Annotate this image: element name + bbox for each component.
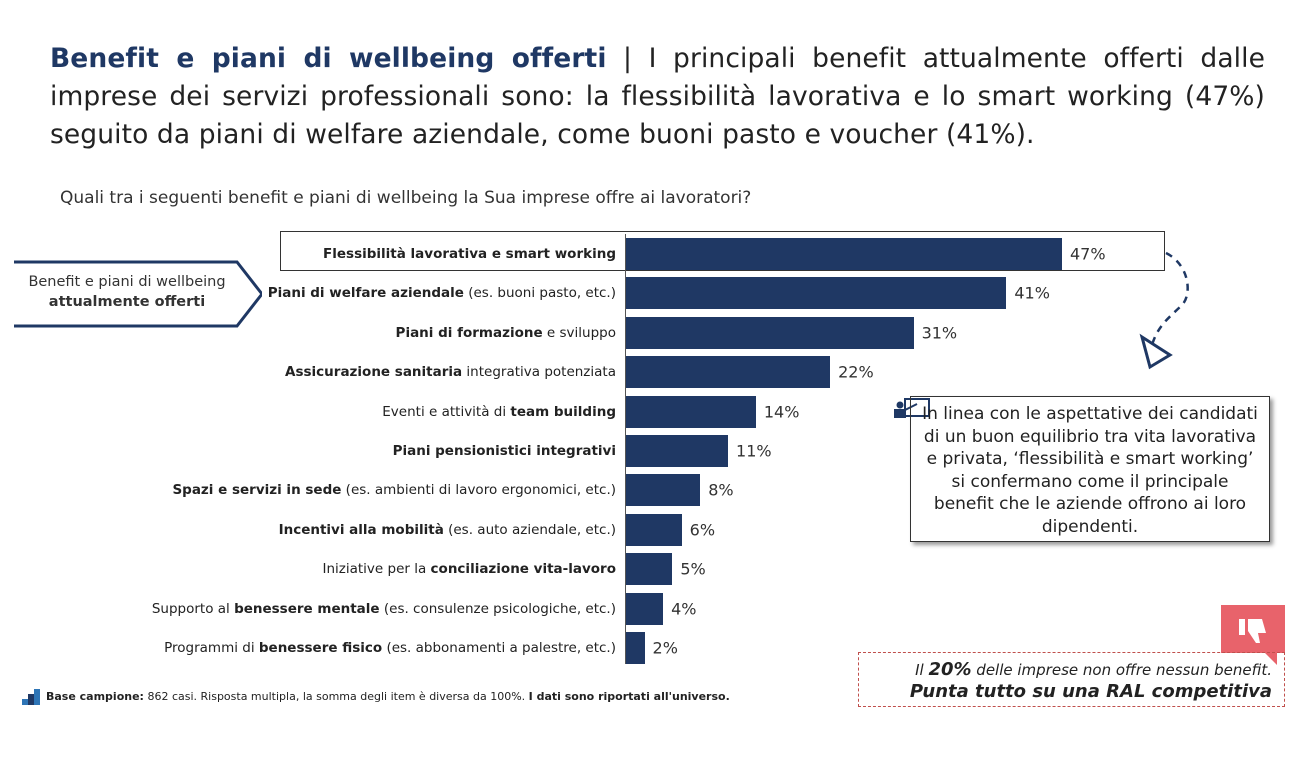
side-tag-line1: Benefit e piani di wellbeing [28,274,226,290]
thumbs-down-icon [1221,605,1285,665]
category-label-bold: Piani di welfare aziendale [267,285,464,302]
bar [626,474,701,507]
category-label-post: (es. abbonamenti a palestre, etc.) [382,640,616,656]
category-label: Assicurazione sanitaria integrativa pote… [285,364,616,380]
category-label: Piani pensionistici integrativi [393,443,616,459]
value-label: 6% [689,520,716,540]
survey-question: Quali tra i seguenti benefit e piani di … [60,188,752,208]
category-label: Piani di formazione e sviluppo [396,325,616,341]
category-label: Iniziative per la conciliazione vita-lav… [322,561,616,577]
category-label-post: (es. auto aziendale, etc.) [443,521,616,538]
presentation-icon [894,398,930,418]
footer-bold2: I dati sono riportati all'universo. [528,690,730,703]
category-label-bold: Incentivi alla mobilità [278,521,444,538]
value-label: 5% [680,559,706,579]
category-label-post: (es. buoni pasto, etc.) [463,285,616,302]
category-label-post: e sviluppo [542,324,616,341]
bar [626,356,831,389]
bar [626,277,1007,310]
category-label: Supporto al benessere mentale (es. consu… [152,601,616,617]
category-label: Spazi e servizi in sede (es. ambienti di… [172,482,616,498]
category-label-pre: Programmi di [164,640,259,656]
value-label: 31% [921,323,958,343]
category-label-bold: Spazi e servizi in sede [172,482,342,499]
category-label-pre: Eventi e attività di [382,403,511,420]
title-bold: Benefit e piani di wellbeing offerti [50,43,607,74]
footer-note: Base campione: 862 casi. Risposta multip… [20,689,730,705]
note-percent: 20% [928,659,972,680]
stairs-icon [22,689,40,705]
footer-text: 862 casi. Risposta multipla, la somma de… [143,690,529,703]
category-label-bold: Piani di formazione [395,324,543,341]
category-label: Eventi e attività di team building [382,404,616,420]
footer-bold1: Base campione: [46,690,144,703]
category-label-post: (es. consulenze psicologiche, etc.) [379,600,616,617]
slide-title: Benefit e piani di wellbeing offerti | I… [50,40,1265,154]
category-label-bold: Piani pensionistici integrativi [392,443,616,459]
bar [626,632,645,664]
value-label: 47% [1070,244,1106,264]
bar [626,592,664,625]
value-label: 11% [736,441,772,461]
category-label-bold: conciliazione vita-lavoro [430,561,616,578]
insight-callout: In linea con le aspettative dei candidat… [910,396,1270,542]
note-post: delle imprese non offre nessun benefit. [971,661,1272,679]
category-label-bold: team building [510,403,616,420]
top-item-highlight [280,231,1165,271]
category-label-post: (es. ambienti di lavoro ergonomici, etc.… [341,482,616,499]
value-label: 2% [652,638,678,658]
category-label: Programmi di benessere fisico (es. abbon… [164,640,616,656]
chevron-tag-shape [14,260,262,328]
side-tag-line2: attualmente offerti [48,294,206,310]
category-label-bold: benessere fisico [258,640,383,656]
axis-line [625,234,626,664]
note-line2: Punta tutto su una RAL competitiva [909,681,1272,702]
bar [626,316,914,349]
category-label-bold: Assicurazione sanitaria [285,364,463,381]
category-label-bold: Flessibilità lavorativa e smart working [323,246,616,262]
bar [626,238,1062,270]
category-label: Incentivi alla mobilità (es. auto aziend… [279,522,616,538]
value-label: 14% [763,402,800,422]
value-label: 4% [671,599,697,619]
bar [626,395,756,428]
bar [626,513,682,546]
note-pre: Il [915,661,929,679]
bar [626,435,729,467]
category-label: Piani di welfare aziendale (es. buoni pa… [268,285,616,301]
value-label: 41% [1014,283,1050,303]
category-label-pre: Iniziative per la [322,561,431,578]
category-label-pre: Supporto al [151,600,235,617]
bar [626,553,673,586]
category-label-post: integrativa potenziata [462,364,616,381]
side-tag: Benefit e piani di wellbeing attualmente … [12,260,262,328]
value-label: 22% [838,362,874,382]
title-rest: | I principali benefit attualmente offer… [50,43,1266,150]
dashed-arrow-icon [1139,251,1189,370]
category-label-bold: benessere mentale [234,600,380,617]
category-label: Flessibilità lavorativa e smart working [323,246,616,262]
value-label: 8% [708,480,734,500]
no-benefit-note: Il 20% delle imprese non offre nessun be… [858,652,1285,707]
